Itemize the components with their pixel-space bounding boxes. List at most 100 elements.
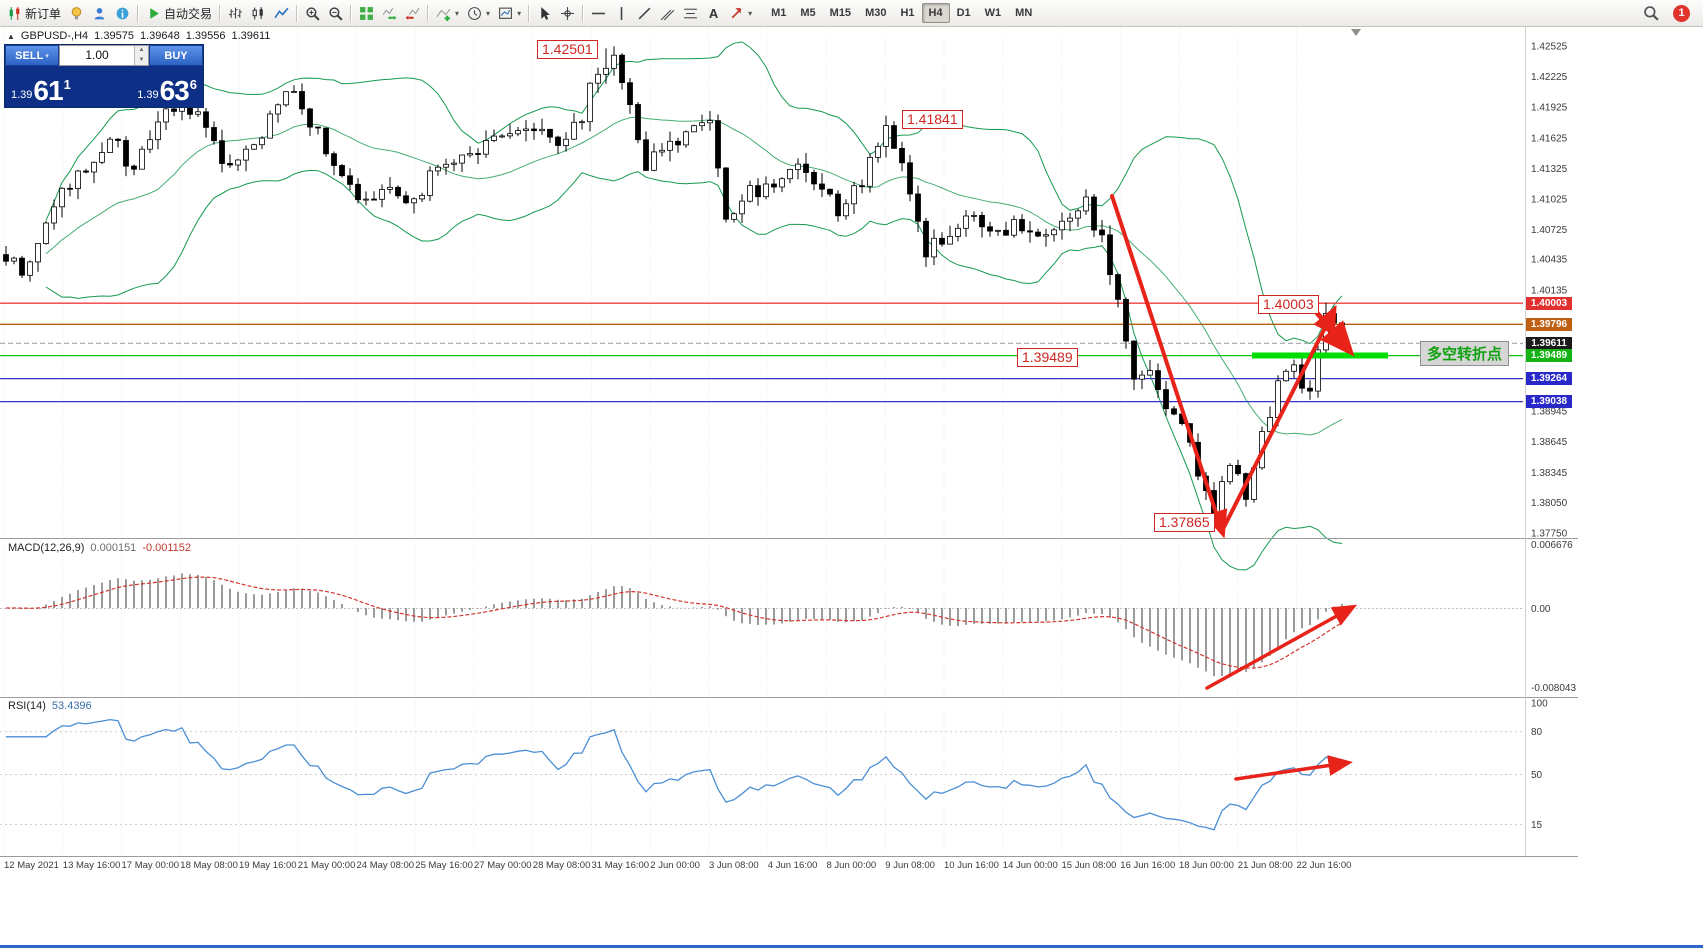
info-button[interactable] xyxy=(111,2,134,24)
timeframe-m30-button[interactable]: M30 xyxy=(858,3,893,23)
tile-windows-button[interactable] xyxy=(355,2,378,24)
timeframe-m5-button[interactable]: M5 xyxy=(793,3,822,23)
symbol-name: GBPUSD-,H4 xyxy=(20,30,89,42)
buy-button[interactable]: BUY xyxy=(149,45,203,66)
fibonacci-button[interactable] xyxy=(679,2,702,24)
spinner-up-icon[interactable]: ▲ xyxy=(135,46,148,56)
indicators-button[interactable]: ▾ xyxy=(432,2,463,24)
line-chart-button[interactable] xyxy=(270,2,293,24)
svg-text:13 May 16:00: 13 May 16:00 xyxy=(63,860,121,871)
trendline-icon xyxy=(638,7,651,19)
svg-text:1.40725: 1.40725 xyxy=(1531,225,1568,236)
auto-scroll-button[interactable] xyxy=(378,2,401,24)
svg-text:-0.008043: -0.008043 xyxy=(1531,683,1576,694)
notification-badge[interactable]: 1 xyxy=(1673,4,1690,22)
search-icon xyxy=(1644,6,1659,21)
cursor-icon xyxy=(541,6,550,20)
svg-text:50: 50 xyxy=(1531,770,1543,781)
svg-text:31 May 16:00: 31 May 16:00 xyxy=(592,860,650,871)
autotrade-button[interactable]: 自动交易 xyxy=(142,2,216,24)
dropdown-caret-icon: ▾ xyxy=(486,8,491,18)
search-button[interactable] xyxy=(1639,2,1663,24)
price-open: 1.39575 xyxy=(94,30,134,42)
axes-layer: 12 May 2021 13 May 16:00 17 May 00:00 18 Ma… xyxy=(0,27,1578,871)
trend-arrow[interactable] xyxy=(1314,310,1355,357)
zoom-in-button[interactable] xyxy=(301,2,324,24)
price-callout[interactable]: 1.42501 xyxy=(537,40,598,59)
svg-text:1.41925: 1.41925 xyxy=(1531,103,1568,114)
ideas-button[interactable] xyxy=(65,2,88,24)
trendline-button[interactable] xyxy=(633,2,656,24)
new-order-button[interactable]: 新订单 xyxy=(3,2,65,24)
bid-pips: 61 xyxy=(33,75,63,106)
price-close: 1.39611 xyxy=(231,30,271,42)
price-callout[interactable]: 1.41841 xyxy=(902,110,963,129)
svg-text:12 May 2021: 12 May 2021 xyxy=(4,860,59,871)
price-callout[interactable]: 1.39489 xyxy=(1017,348,1078,367)
template-icon xyxy=(499,7,512,19)
timeframe-w1-button[interactable]: W1 xyxy=(978,3,1009,23)
trend-arrow[interactable] xyxy=(1234,755,1353,781)
bid-price: 1.39 61 1 xyxy=(11,75,71,106)
timeframe-m15-button[interactable]: M15 xyxy=(823,3,858,23)
candles-layer xyxy=(3,46,1345,526)
arrows-button[interactable]: ▾ xyxy=(725,2,756,24)
svg-text:25 May 16:00: 25 May 16:00 xyxy=(415,860,473,871)
bid-point: 1 xyxy=(63,77,71,92)
ask-base: 1.39 xyxy=(137,89,159,101)
timeframe-h4-button[interactable]: H4 xyxy=(921,3,950,23)
svg-text:28 May 08:00: 28 May 08:00 xyxy=(533,860,591,871)
svg-text:1.38050: 1.38050 xyxy=(1531,498,1568,509)
crosshair-button[interactable] xyxy=(556,2,579,24)
svg-text:1.41325: 1.41325 xyxy=(1531,164,1568,175)
timeframe-h1-button[interactable]: H1 xyxy=(893,3,921,23)
channel-button[interactable] xyxy=(656,2,679,24)
svg-text:1.38645: 1.38645 xyxy=(1531,437,1568,448)
trend-arrow[interactable] xyxy=(1220,304,1337,533)
trend-arrow[interactable] xyxy=(1110,194,1228,539)
timeframe-m1-button[interactable]: M1 xyxy=(764,3,793,23)
toolbar-separator xyxy=(219,4,222,22)
crosshair-icon xyxy=(561,6,575,20)
chart-shift-button[interactable] xyxy=(401,2,424,24)
rsi-indicator-label: RSI(14) 53.4396 xyxy=(8,700,92,712)
one-click-trading-panel: SELL ▾ 1.00 ▲ ▼ BUY 1.39 61 1 1.39 63 6 xyxy=(4,44,204,108)
volume-spinner[interactable]: ▲ ▼ xyxy=(134,46,148,65)
new-order-label: 新订单 xyxy=(25,6,62,21)
vline-button[interactable] xyxy=(610,2,633,24)
sell-button[interactable]: SELL ▾ xyxy=(5,45,59,66)
timeframe-mn-button[interactable]: MN xyxy=(1008,3,1039,23)
macd-name: MACD(12,26,9) xyxy=(8,542,85,554)
zoom-out-button[interactable] xyxy=(324,2,347,24)
cursor-button[interactable] xyxy=(533,2,556,24)
annotation-label[interactable]: 多空转折点 xyxy=(1420,341,1510,366)
ask-price: 1.39 63 6 xyxy=(137,77,197,105)
bar-chart-button[interactable] xyxy=(224,2,247,24)
collapse-triangle-icon[interactable]: ▲ xyxy=(7,31,15,41)
hline-button[interactable] xyxy=(587,2,610,24)
rsi-name: RSI(14) xyxy=(8,700,46,712)
periods-button[interactable]: ▾ xyxy=(463,2,494,24)
main-toolbar: 新订单 自动交易 ▾ ▾ xyxy=(0,0,1703,27)
spinner-down-icon[interactable]: ▼ xyxy=(135,55,148,65)
annotations-layer[interactable] xyxy=(1110,194,1388,781)
axis-price-tag: 1.39489 xyxy=(1526,349,1572,363)
text-button[interactable]: A xyxy=(702,2,725,24)
price-callout[interactable]: 1.37865 xyxy=(1154,513,1215,532)
pivot-zone-bar[interactable] xyxy=(1252,352,1388,359)
timeframe-d1-button[interactable]: D1 xyxy=(950,3,978,23)
indicator-layer xyxy=(0,41,1523,831)
svg-text:24 May 08:00: 24 May 08:00 xyxy=(357,860,415,871)
svg-text:2 Jun 00:00: 2 Jun 00:00 xyxy=(650,860,700,871)
price-callout[interactable]: 1.40003 xyxy=(1258,295,1319,314)
volume-input[interactable]: 1.00 ▲ ▼ xyxy=(59,45,149,66)
text-tool-icon: A xyxy=(708,5,719,21)
arrow-tool-icon xyxy=(731,7,742,18)
dropdown-caret-icon: ▾ xyxy=(455,8,460,18)
community-button[interactable] xyxy=(88,2,111,24)
candlestick-chart-button[interactable] xyxy=(247,2,270,24)
templates-button[interactable]: ▾ xyxy=(494,2,525,24)
svg-text:1.40435: 1.40435 xyxy=(1531,255,1568,266)
trend-arrow[interactable] xyxy=(1205,604,1358,690)
